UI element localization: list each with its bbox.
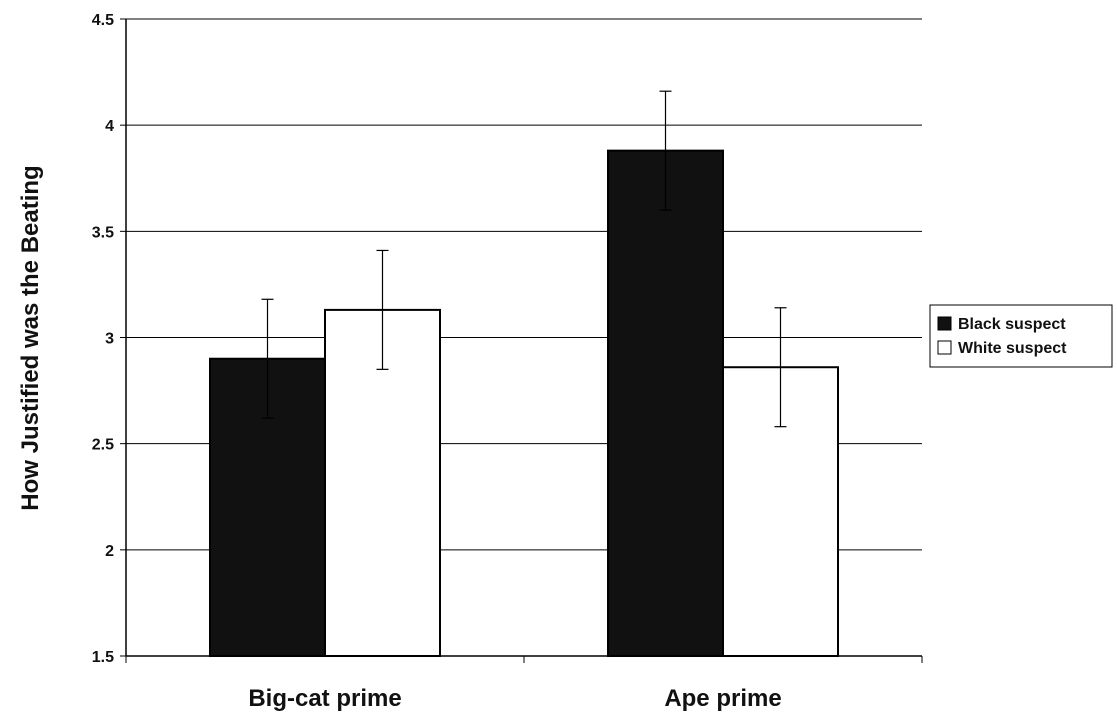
legend-swatch	[937, 316, 952, 331]
x-category-label: Ape prime	[664, 685, 781, 712]
y-tick-label: 3.5	[92, 224, 114, 241]
y-tick-label: 2	[105, 543, 114, 560]
axes	[125, 19, 923, 663]
y-tick-label: 3	[105, 331, 114, 348]
error-bar	[376, 249, 389, 370]
y-tick-label: 1.5	[92, 649, 114, 666]
y-axis-ticks: 1.5 2 2.5 3 3.5 4 4.5	[92, 12, 126, 666]
legend-swatch	[937, 340, 952, 355]
x-category-label: Big-cat prime	[248, 685, 401, 712]
error-bar	[659, 90, 672, 211]
x-axis-labels: Big-cat prime Ape prime	[248, 685, 781, 712]
y-tick-label: 2.5	[92, 437, 114, 454]
y-tick-label: 4	[105, 118, 114, 135]
y-tick-label: 4.5	[92, 12, 114, 29]
error-bar	[774, 307, 787, 428]
error-bars	[261, 90, 787, 428]
legend-label: Black suspect	[958, 316, 1066, 333]
legend: Black suspect White suspect	[929, 304, 1113, 368]
bars	[209, 149, 839, 657]
legend-frame	[929, 304, 1113, 368]
legend-label: White suspect	[958, 340, 1067, 357]
error-bar	[261, 298, 274, 419]
y-axis-title: How Justified was the Beating	[17, 165, 44, 510]
bar-black-suspect-2	[607, 149, 724, 657]
